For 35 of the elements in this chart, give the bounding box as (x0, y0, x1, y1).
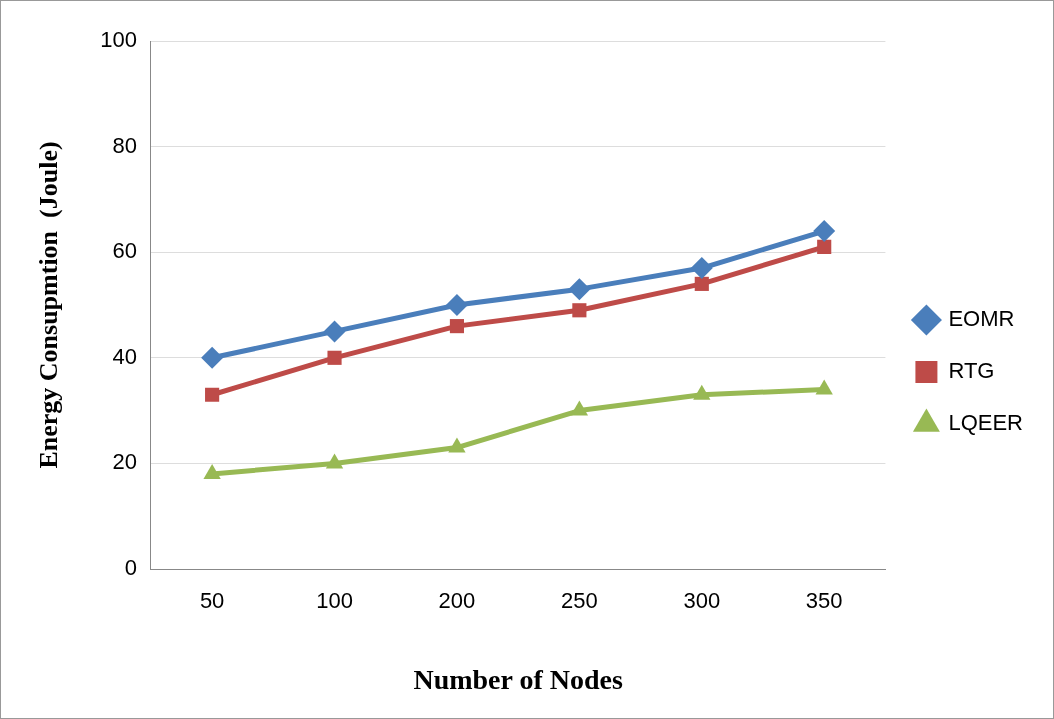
y-tick-label: 100 (100, 27, 137, 53)
y-axis-title: Energy Consupmtion (Joule) (34, 141, 64, 469)
point (325, 453, 344, 469)
legend-label: LQEER (948, 410, 1024, 436)
y-tick-label: 40 (112, 343, 137, 369)
point (327, 350, 342, 365)
point (449, 319, 465, 334)
point (570, 400, 589, 416)
x-tick-label: 50 (199, 588, 225, 614)
point (690, 257, 713, 280)
point (572, 303, 587, 318)
x-tick-label: 250 (561, 588, 598, 614)
point (815, 379, 833, 395)
point (323, 320, 346, 343)
x-tick-label: 350 (805, 588, 843, 614)
point (205, 387, 220, 402)
x-tick-label: 200 (438, 588, 476, 614)
point (448, 437, 466, 453)
y-tick-label: 80 (112, 132, 137, 158)
x-tick-label: 100 (316, 588, 353, 614)
y-tick-label: 60 (112, 238, 137, 264)
point (813, 220, 836, 243)
y-tick-label: 20 (112, 449, 137, 475)
point (201, 346, 224, 369)
point (568, 278, 591, 301)
point (445, 294, 468, 316)
point (203, 463, 221, 479)
point (817, 239, 832, 254)
x-tick-label: 300 (683, 588, 721, 614)
point (693, 384, 711, 400)
legend-label: RTG (948, 358, 995, 384)
point (694, 276, 709, 291)
legend-label: EOMR (948, 306, 1015, 332)
x-axis-title: Number of Nodes (413, 664, 623, 696)
y-tick-label: 0 (124, 555, 137, 581)
